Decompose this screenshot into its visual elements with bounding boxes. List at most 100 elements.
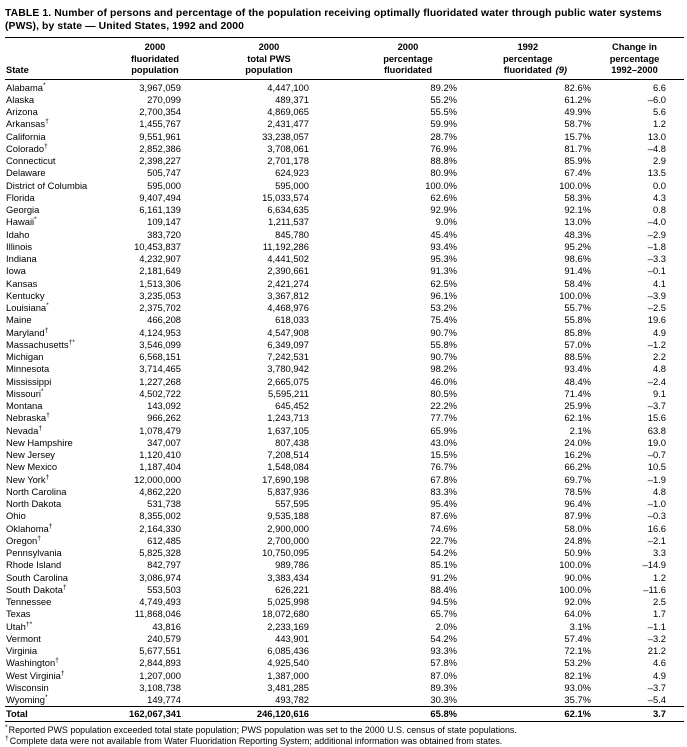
- value-cell: –4.0: [647, 216, 666, 228]
- value-cell: 2.5: [652, 596, 666, 607]
- value-cell: 43.0%: [430, 436, 457, 448]
- table-row: Illinois 10,453,837 11,192,286 93.4% 95.2% –1…: [5, 241, 684, 253]
- value-cell: 13.0: [647, 130, 666, 142]
- value-cell: 19.6: [647, 314, 666, 326]
- value-cell: 2.0%: [435, 620, 457, 632]
- value-cell: 92.1%: [564, 204, 591, 215]
- value-cell: 505,747: [147, 167, 181, 179]
- table-row: Michigan 6,568,151 7,242,531 90.7% 88.5% 2.2: [5, 351, 684, 363]
- column-header-change-1992-2000: Change in percentage 1992–2000: [603, 38, 684, 80]
- table-row: North Carolina 4,862,220 5,837,936 83.3% 78.…: [5, 486, 684, 498]
- value-cell: 966,262: [147, 412, 181, 424]
- state-name-cell: Mississippi: [6, 375, 52, 387]
- value-cell: 98.6%: [564, 253, 591, 264]
- total-percentage-2000: 65.8%: [359, 706, 479, 723]
- value-cell: 93.4%: [430, 240, 457, 252]
- value-cell: 91.2%: [430, 571, 457, 583]
- value-cell: 82.6%: [564, 81, 591, 93]
- state-name-cell: Connecticut: [6, 155, 56, 166]
- value-cell: 842,797: [147, 559, 181, 571]
- table-row: Wyoming* 149,774 493,782 30.3% 35.7% –5.4: [5, 694, 684, 707]
- value-cell: 92.9%: [430, 204, 457, 215]
- value-cell: –1.9: [647, 473, 666, 485]
- footnote-asterisk-mark: *: [5, 724, 8, 732]
- total-label: Total: [5, 706, 129, 723]
- state-name-cell: New Hampshire: [6, 436, 73, 448]
- state-name-cell: Pennsylvania: [6, 547, 62, 558]
- value-cell: 4,925,540: [267, 657, 309, 669]
- value-cell: 989,786: [275, 559, 309, 571]
- value-cell: 626,221: [275, 583, 309, 595]
- value-cell: 4.1: [652, 277, 666, 289]
- value-cell: 66.2%: [564, 461, 591, 473]
- value-cell: 62.6%: [430, 191, 457, 203]
- value-cell: 24.8%: [564, 534, 591, 546]
- value-cell: 2,181,649: [139, 265, 181, 277]
- table-row: District of Columbia 595,000 595,000 100.0%…: [5, 180, 684, 192]
- value-cell: 2,665,075: [267, 375, 309, 387]
- state-name-cell: Arizona: [6, 106, 38, 117]
- table-row: Maryland† 4,124,953 4,547,908 90.7% 85.8% 4.9: [5, 326, 684, 339]
- value-cell: 2,431,477: [267, 118, 309, 130]
- value-cell: 45.4%: [430, 228, 457, 240]
- value-cell: 55.2%: [430, 93, 457, 105]
- value-cell: 1,211,537: [267, 216, 309, 228]
- footnote-dagger-mark: †: [5, 735, 9, 743]
- state-name-cell: Oregon†: [6, 534, 42, 546]
- value-cell: 16.2%: [564, 449, 591, 460]
- value-cell: 35.7%: [564, 694, 591, 705]
- total-percentage-1992: 62.1%: [479, 706, 603, 723]
- value-cell: 3,383,434: [267, 571, 309, 583]
- value-cell: 618,033: [275, 314, 309, 326]
- state-name-cell: Vermont: [6, 632, 41, 644]
- value-cell: 3,086,974: [139, 571, 181, 583]
- state-name-cell: California: [6, 130, 46, 142]
- state-name-cell: Alabama*: [6, 81, 46, 93]
- value-cell: 88.5%: [564, 351, 591, 362]
- table-row: Louisiana* 2,375,702 4,468,976 53.2% 55.7% –2…: [5, 302, 684, 314]
- value-cell: 48.3%: [564, 228, 591, 240]
- value-cell: 2,398,227: [139, 155, 181, 166]
- value-cell: 30.3%: [430, 694, 457, 705]
- value-cell: –11.6: [643, 583, 666, 595]
- table-header: State 2000 fluoridated population 2000 t…: [5, 38, 684, 80]
- value-cell: 58.3%: [564, 191, 591, 203]
- value-cell: 2,700,354: [139, 106, 181, 117]
- value-cell: 22.7%: [430, 534, 457, 546]
- value-cell: 10,750,095: [262, 547, 309, 558]
- value-cell: 19.0: [647, 436, 666, 448]
- table-row: Minnesota 3,714,465 3,780,942 98.2% 93.4% 4.8: [5, 363, 684, 375]
- value-cell: 93.4%: [564, 363, 591, 375]
- value-cell: 94.5%: [430, 596, 457, 607]
- table-row: California 9,551,961 33,238,057 28.7% 15.7% 1…: [5, 131, 684, 143]
- value-cell: 100.0%: [559, 289, 591, 301]
- value-cell: 13.5: [647, 167, 666, 179]
- value-cell: 55.7%: [564, 302, 591, 313]
- value-cell: 58.7%: [564, 118, 591, 130]
- value-cell: 15.5%: [430, 449, 457, 460]
- table-row: Idaho 383,720 845,780 45.4% 48.3% –2.9: [5, 229, 684, 241]
- state-name-cell: Minnesota: [6, 363, 50, 375]
- table-row: Ohio 8,355,002 9,535,188 87.6% 87.9% –0.3: [5, 510, 684, 522]
- table-row: Nebraska† 966,262 1,243,713 77.7% 62.1% 15.6: [5, 412, 684, 424]
- value-cell: 85.9%: [564, 155, 591, 166]
- value-cell: 71.4%: [564, 387, 591, 399]
- value-cell: 270,099: [147, 93, 181, 105]
- value-cell: 149,774: [147, 694, 181, 705]
- state-name-cell: Arkansas†: [6, 118, 49, 130]
- value-cell: 96.1%: [430, 289, 457, 301]
- value-cell: 33,238,057: [262, 130, 309, 142]
- total-fluoridated-population: 162,067,341: [129, 706, 229, 723]
- value-cell: 18,072,680: [262, 608, 309, 620]
- state-name-cell: Utah†*: [6, 620, 33, 632]
- table-row: New York† 12,000,000 17,690,198 67.8% 69.7% –…: [5, 473, 684, 486]
- value-cell: –1.8: [647, 240, 666, 252]
- value-cell: 3,967,059: [139, 81, 181, 93]
- table-row: South Carolina 3,086,974 3,383,434 91.2% 90.…: [5, 572, 684, 584]
- footnote-asterisk: *Reported PWS population exceeded total …: [5, 724, 684, 736]
- state-name-cell: Georgia: [6, 204, 40, 215]
- value-cell: 4,447,100: [267, 81, 309, 93]
- table-row: Utah†* 43,816 2,233,169 2.0% 3.1% –1.1: [5, 620, 684, 633]
- value-cell: 6,349,097: [267, 338, 309, 350]
- value-cell: 67.8%: [430, 473, 457, 485]
